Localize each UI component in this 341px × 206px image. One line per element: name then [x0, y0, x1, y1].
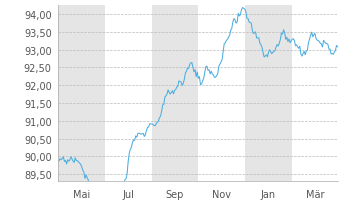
Bar: [58, 6, 105, 181]
Bar: [151, 6, 198, 181]
Bar: [245, 6, 292, 181]
